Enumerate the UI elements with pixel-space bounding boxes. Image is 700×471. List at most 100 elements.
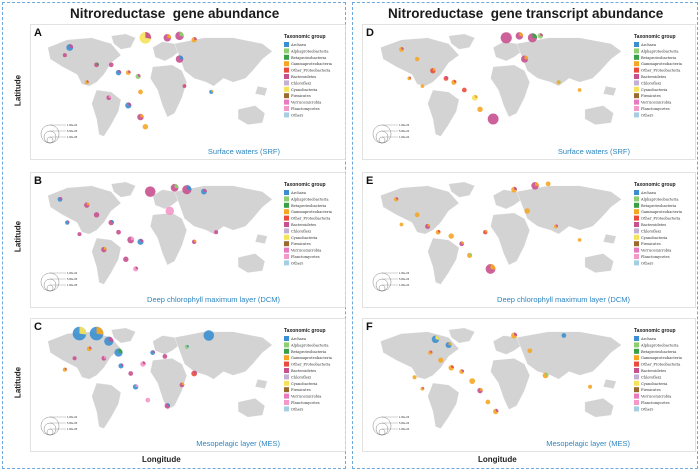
station-bubble [127,236,135,244]
bubble-slice [469,378,476,384]
legend-swatch [284,342,289,348]
landmass [254,379,268,389]
size-scale-label: 1.00e-03 [399,271,410,275]
legend-swatch [634,387,639,393]
station-bubble [431,335,440,344]
legend-swatch [284,67,289,73]
taxonomic-legend: Taxonomic group Archaea Alphaproteobacteri… [284,182,333,266]
legend-label: Archaea [290,337,307,341]
station-bubble [414,56,420,62]
legend-swatch [634,406,639,412]
legend-swatch [634,196,639,202]
legend-label: Verrucomicrobia [290,249,322,253]
landmass [110,327,136,344]
bubble-slice [422,386,425,389]
landmass [110,181,136,198]
station-bubble [77,232,82,237]
bubble-slice [485,229,488,233]
station-bubble [191,37,197,43]
station-bubble [164,403,171,409]
landmass [152,335,180,355]
bubble-slice [448,233,454,239]
station-bubble [515,32,524,40]
legend-label: Cyanobacteria [291,236,318,240]
station-bubble [132,384,139,390]
bubble-slice [59,196,63,200]
legend-title: Taxonomic group [634,182,676,188]
bubble-slice [89,346,92,350]
station-bubble [214,230,219,235]
landmass [584,253,614,273]
bubble-slice [142,361,146,365]
legend-label: Alphaproteobacteria [290,343,329,347]
bubble-slice [181,382,185,386]
legend-swatch [284,254,289,259]
station-bubble [524,208,530,214]
bubble-slice [412,375,417,380]
legend-swatch [284,209,289,215]
station-bubble [443,76,449,81]
station-bubble [182,84,187,89]
landmass [490,64,531,118]
station-bubble [66,44,74,51]
panel-b: B 1.00e-04 5.00e-05 1.00e-05 Deep chlorophyl… [30,172,346,308]
panel-letter: A [34,27,42,39]
size-scale-label: 1.00e-05 [67,135,78,139]
bubble-slice [524,208,530,214]
legend-label: Bacteroidetes [641,223,666,227]
station-bubble [163,34,172,42]
legend-swatch [284,99,289,105]
legend-swatch [284,61,289,67]
bubble-slice [414,212,420,218]
legend-swatch [284,106,289,111]
size-scale-label: 1.00e-03 [399,415,410,419]
legend-swatch [634,99,639,105]
left-column-title: Nitroreductase gene abundance [70,6,280,21]
landmass [584,105,614,125]
legend-label: Others [641,261,654,265]
station-bubble [459,241,465,247]
bubble-slice [438,357,444,363]
panel-c: C 1.00e-04 5.00e-05 1.00e-05 Mesopelagic lay… [30,318,346,452]
bubble-slice [128,102,132,106]
bubble-slice [165,206,175,216]
bubble-slice [194,370,198,374]
bubble-slice [140,113,144,118]
station-bubble [428,350,433,355]
bubble-slice [103,246,107,251]
size-scale-label: 1.00e-04 [399,283,410,287]
legend-label: Firmicutes [641,94,661,98]
legend-label: Verrucomicrobia [640,395,672,399]
longitude-label-left: Longitude [142,455,181,464]
landmass [492,335,523,355]
legend-swatch [284,406,289,412]
size-scale-label: 5.00e-05 [67,277,78,281]
panel-c-world-map [47,327,273,429]
bubble-slice [588,384,593,389]
legend-swatch [284,374,289,380]
legend-swatch [284,361,289,367]
legend-swatch [634,112,639,118]
bubble-slice [145,397,151,403]
bubble-slice [524,55,529,60]
station-bubble [435,229,441,235]
legend-swatch [634,368,639,373]
bubble-slice [179,31,184,37]
station-bubble [414,212,420,218]
station-bubble [467,252,473,258]
station-bubble [545,181,551,187]
panel-region-label: Surface waters (SRF) [558,147,631,156]
legend-swatch [634,361,639,367]
legend-swatch [284,74,289,79]
bubble-slice [214,230,219,235]
bubble-slice [167,403,171,407]
station-bubble [448,365,454,371]
bubble-slice [435,335,440,340]
station-bubble [62,53,67,58]
station-bubble [483,229,488,235]
station-bubble [527,33,538,43]
legend-swatch [284,42,289,47]
legend-label: Chloroflexi [291,375,312,379]
landmass [254,233,268,244]
bubble-slice [69,44,74,48]
